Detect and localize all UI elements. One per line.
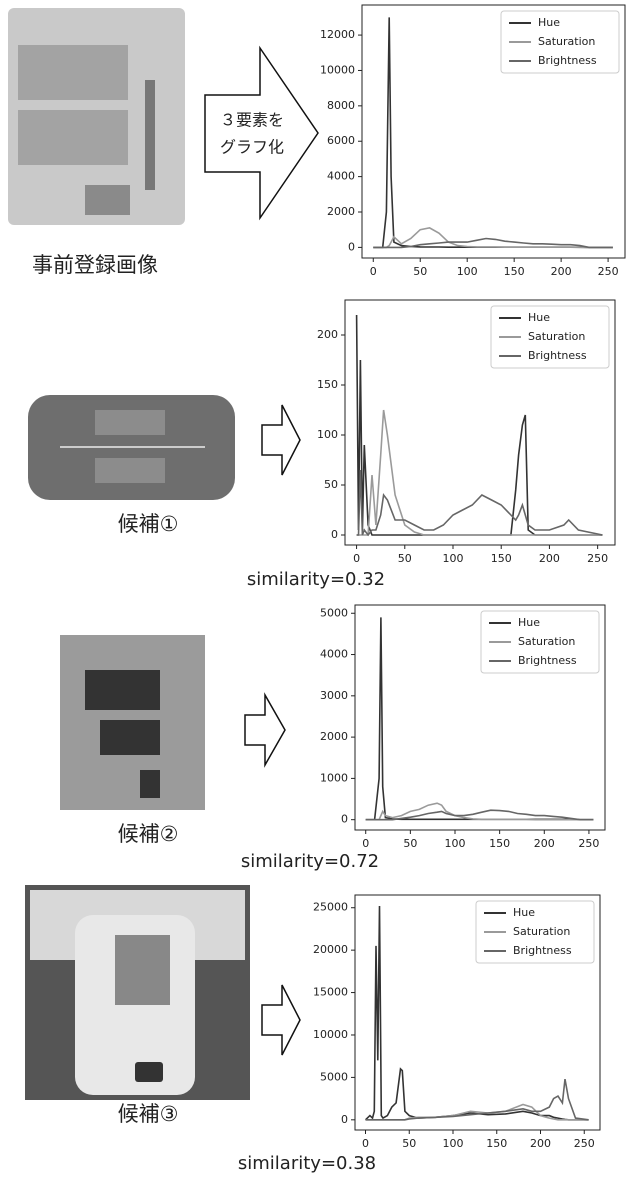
x-tick-label: 150 (486, 1137, 507, 1150)
similarity: similarity=0.32 (247, 569, 385, 590)
y-tick-label: 12000 (320, 28, 355, 41)
x-tick-label: 200 (530, 1137, 551, 1150)
y-tick-label: 2000 (320, 730, 348, 743)
arrow (262, 985, 300, 1055)
similarity: similarity=0.72 (241, 851, 379, 872)
x-tick-label: 50 (403, 837, 417, 850)
y-tick-label: 0 (348, 240, 355, 253)
y-tick-label: 8000 (327, 99, 355, 112)
arrow (262, 405, 300, 475)
y-tick-label: 0 (341, 1113, 348, 1126)
y-tick-label: 2000 (327, 205, 355, 218)
caption: 事前登録画像 (32, 253, 158, 277)
y-tick-label: 150 (317, 378, 338, 391)
y-tick-label: 6000 (327, 134, 355, 147)
x-tick-label: 50 (413, 265, 427, 278)
legend-label: Brightness (538, 54, 597, 67)
y-tick-label: 25000 (313, 901, 348, 914)
x-tick-label: 100 (457, 265, 478, 278)
x-tick-label: 100 (443, 552, 464, 565)
y-tick-label: 20000 (313, 943, 348, 956)
y-tick-label: 1000 (320, 771, 348, 784)
legend-label: Hue (518, 616, 540, 629)
y-tick-label: 200 (317, 328, 338, 341)
y-tick-label: 50 (324, 478, 338, 491)
caption: 候補① (118, 512, 179, 536)
y-tick-label: 3000 (320, 689, 348, 702)
x-tick-label: 50 (402, 1137, 416, 1150)
x-tick-label: 150 (489, 837, 510, 850)
arrow-text: ３要素を (220, 111, 284, 130)
x-tick-label: 0 (362, 1137, 369, 1150)
similarity: similarity=0.38 (238, 1153, 376, 1174)
arrow (245, 695, 285, 765)
legend-label: Brightness (528, 349, 587, 362)
x-tick-label: 0 (362, 837, 369, 850)
y-tick-label: 10000 (320, 63, 355, 76)
y-tick-label: 5000 (320, 606, 348, 619)
caption: 候補③ (118, 1102, 179, 1126)
legend-label: Saturation (518, 635, 575, 648)
x-tick-label: 200 (539, 552, 560, 565)
page: ３要素を グラフ化 事前登録画像 候補① 候補② 候補③ similarity=… (0, 0, 627, 1178)
legend-label: Brightness (518, 654, 577, 667)
big-arrow (205, 48, 318, 218)
candidate-image-2 (60, 635, 205, 810)
y-tick-label: 100 (317, 428, 338, 441)
series-line (373, 228, 613, 248)
x-tick-label: 150 (491, 552, 512, 565)
x-tick-label: 250 (574, 1137, 595, 1150)
legend-label: Hue (538, 16, 560, 29)
x-tick-label: 250 (598, 265, 619, 278)
registered-image (8, 8, 185, 225)
x-tick-label: 150 (504, 265, 525, 278)
x-tick-label: 100 (443, 1137, 464, 1150)
legend-label: Hue (513, 906, 535, 919)
legend-label: Saturation (513, 925, 570, 938)
series-line (366, 810, 594, 820)
figure: ３要素を グラフ化 事前登録画像 候補① 候補② 候補③ similarity=… (0, 0, 627, 1178)
x-tick-label: 200 (551, 265, 572, 278)
legend-label: Hue (528, 311, 550, 324)
y-tick-label: 0 (341, 813, 348, 826)
y-tick-label: 15000 (313, 986, 348, 999)
x-tick-label: 250 (578, 837, 599, 850)
x-tick-label: 0 (353, 552, 360, 565)
legend-label: Brightness (513, 944, 572, 957)
y-tick-label: 4000 (327, 170, 355, 183)
y-tick-label: 0 (331, 528, 338, 541)
y-tick-label: 4000 (320, 648, 348, 661)
arrow-text: グラフ化 (220, 138, 284, 157)
x-tick-label: 250 (587, 552, 608, 565)
x-tick-label: 50 (398, 552, 412, 565)
candidate-image-1 (28, 395, 235, 500)
y-tick-label: 10000 (313, 1028, 348, 1041)
x-tick-label: 0 (370, 265, 377, 278)
legend-label: Saturation (538, 35, 595, 48)
legend-label: Saturation (528, 330, 585, 343)
y-tick-label: 5000 (320, 1070, 348, 1083)
candidate-image-3 (25, 885, 250, 1100)
x-tick-label: 200 (534, 837, 555, 850)
x-tick-label: 100 (445, 837, 466, 850)
caption: 候補② (118, 822, 179, 846)
